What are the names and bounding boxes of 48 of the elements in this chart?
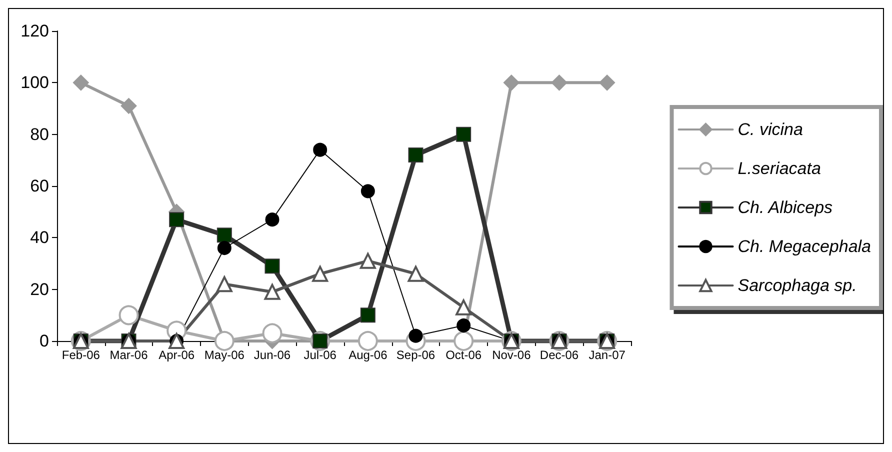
x-tick-label: Mar-06 (110, 348, 148, 362)
point (456, 299, 472, 316)
x-tick-label: Jan-07 (588, 348, 626, 362)
y-tick-label: 20 (30, 280, 49, 299)
x-tick-label: Oct-06 (446, 348, 482, 362)
point (599, 74, 616, 91)
point (216, 276, 232, 292)
x-tick-label: Nov-06 (492, 348, 532, 362)
point (264, 284, 280, 300)
point (408, 148, 424, 162)
point (408, 266, 424, 282)
point (262, 323, 282, 344)
point (360, 184, 375, 198)
x-tick-label: Aug-06 (348, 348, 388, 362)
x-tick-label: Jun-06 (254, 348, 291, 362)
point (217, 241, 232, 255)
point (360, 252, 376, 269)
point (551, 74, 568, 91)
point (72, 74, 89, 91)
legend-label: Ch. Albiceps (738, 198, 834, 217)
x-tick-label: Sep-06 (396, 348, 436, 362)
y-tick-label: 120 (20, 22, 49, 40)
legend-label: C. vicina (738, 120, 803, 139)
point (456, 126, 472, 142)
point (265, 212, 280, 227)
y-tick-label: 40 (30, 228, 49, 248)
legend-label: Ch. Megacephala (738, 237, 872, 256)
x-tick-label: Feb-06 (62, 348, 100, 362)
y-tick-label: 100 (20, 73, 49, 92)
point (169, 212, 184, 228)
point (360, 308, 376, 323)
point (118, 305, 139, 326)
x-tick-label: May-06 (204, 348, 245, 362)
legend-label: L.seriacata (738, 159, 821, 178)
x-tick-label: Apr-06 (158, 348, 195, 362)
point (313, 142, 328, 157)
point (264, 258, 280, 274)
x-tick-label: Jul-06 (304, 348, 337, 362)
legend-label: Sarcophaga sp. (738, 276, 857, 295)
point (456, 318, 471, 332)
point (120, 98, 137, 114)
x-tick-label: Dec-06 (540, 348, 579, 362)
y-tick-label: 0 (40, 332, 49, 350)
y-tick-label: 80 (30, 124, 49, 144)
point (503, 74, 520, 91)
y-tick-label: 60 (30, 176, 49, 196)
point (312, 266, 328, 282)
point (216, 228, 232, 243)
